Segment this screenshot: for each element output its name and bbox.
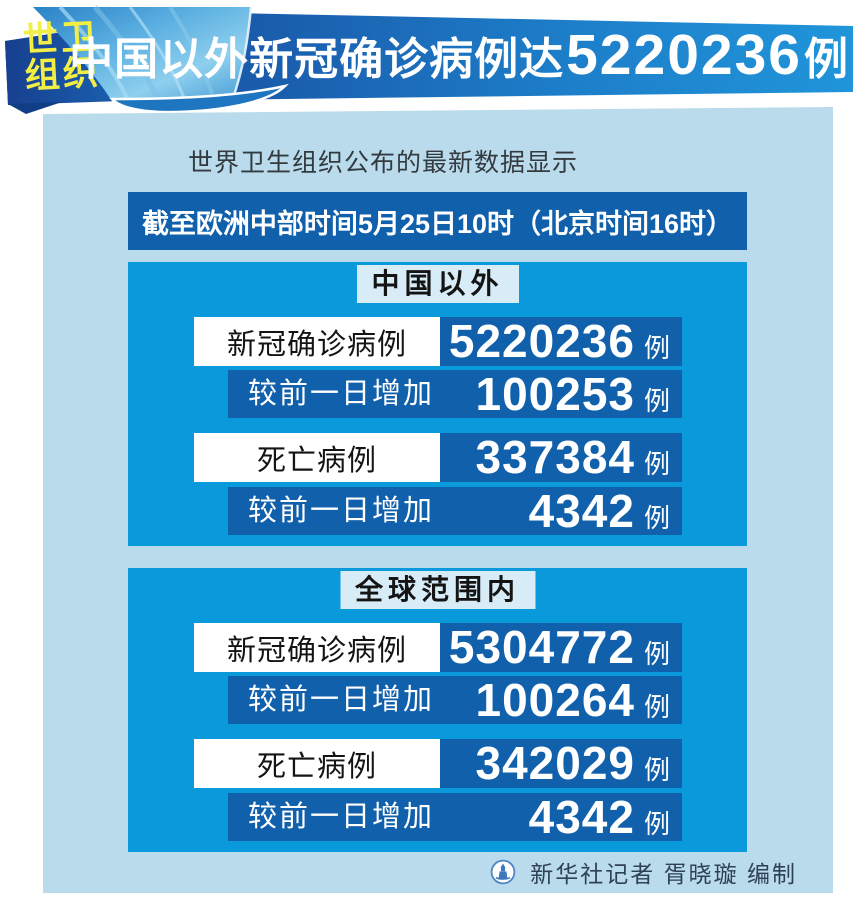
stat-row-daily-increase: 较前一日增加 4342 例 [228, 793, 682, 841]
stat-label: 较前一日增加 [248, 378, 435, 410]
content-panel: 世界卫生组织公布的最新数据显示 截至欧洲中部时间5月25日10时（北京时间16时… [43, 107, 833, 893]
stat-value: 100264 [475, 674, 635, 726]
title-number: 5220236 [566, 23, 802, 87]
stat-row-deaths: 死亡病例 337384 例 [128, 433, 747, 482]
stat-unit: 例 [643, 386, 670, 416]
stat-value: 342029 [475, 737, 635, 789]
page-title: 中国以外新冠确诊病例达5220236例 [69, 22, 849, 88]
stat-label: 死亡病例 [194, 433, 440, 482]
stat-value-bar: 5304772 例 [440, 623, 682, 672]
section-outside-china: 中国以外 新冠确诊病例 5220236 例 较前一日增加 100253 例 死亡病例 … [128, 262, 747, 546]
stat-value: 337384 [475, 431, 635, 483]
stat-row-daily-increase: 较前一日增加 4342 例 [228, 487, 682, 535]
stat-row-confirmed: 新冠确诊病例 5304772 例 [128, 623, 747, 672]
badge-tail [8, 102, 62, 114]
stat-value-bar: 342029 例 [440, 739, 682, 788]
stat-unit: 例 [643, 639, 670, 669]
stat-label: 较前一日增加 [248, 801, 435, 833]
banner-shape [5, 5, 853, 114]
stat-label: 较前一日增加 [248, 495, 435, 527]
stat-label: 较前一日增加 [248, 684, 435, 716]
stat-label: 死亡病例 [194, 739, 440, 788]
stat-value-bar: 5220236 例 [440, 317, 682, 366]
stat-row-daily-increase: 较前一日增加 100264 例 [228, 676, 682, 724]
header-banner: 世卫 组织 中国以外新冠确诊病例达5220236例 [0, 0, 863, 120]
stat-unit: 例 [643, 333, 670, 363]
stat-unit: 例 [643, 755, 670, 785]
stat-value: 5220236 [448, 315, 635, 367]
footer-credit: 新华社记者 胥晓璇 编制 [490, 857, 797, 887]
section-global: 全球范围内 新冠确诊病例 5304772 例 较前一日增加 100264 例 死亡病例… [128, 568, 747, 852]
stat-value: 100253 [475, 368, 635, 420]
stat-value: 5304772 [448, 621, 635, 673]
intro-text: 世界卫生组织公布的最新数据显示 [187, 149, 578, 177]
ribbon-swoosh-icon [33, 5, 289, 114]
section-title: 全球范围内 [339, 571, 536, 609]
stat-label: 新冠确诊病例 [194, 623, 440, 672]
stat-unit: 例 [643, 449, 670, 479]
stat-unit: 例 [643, 503, 670, 533]
credit-text: 新华社记者 胥晓璇 编制 [530, 861, 797, 887]
stat-unit: 例 [643, 692, 670, 722]
stat-value-bar: 337384 例 [440, 433, 682, 482]
title-prefix: 中国以外新冠确诊病例达 [69, 35, 565, 84]
stat-value: 4342 [528, 485, 635, 537]
xinhua-logo-icon [490, 859, 516, 885]
stat-row-deaths: 死亡病例 342029 例 [128, 739, 747, 788]
stat-value: 4342 [528, 791, 635, 843]
stat-unit: 例 [643, 809, 670, 839]
stat-label: 新冠确诊病例 [194, 317, 440, 366]
title-suffix: 例 [804, 35, 849, 84]
stat-row-confirmed: 新冠确诊病例 5220236 例 [128, 317, 747, 366]
section-title: 中国以外 [356, 265, 519, 303]
datetime-bar: 截至欧洲中部时间5月25日10时（北京时间16时） [128, 192, 747, 250]
stat-row-daily-increase: 较前一日增加 100253 例 [228, 370, 682, 418]
